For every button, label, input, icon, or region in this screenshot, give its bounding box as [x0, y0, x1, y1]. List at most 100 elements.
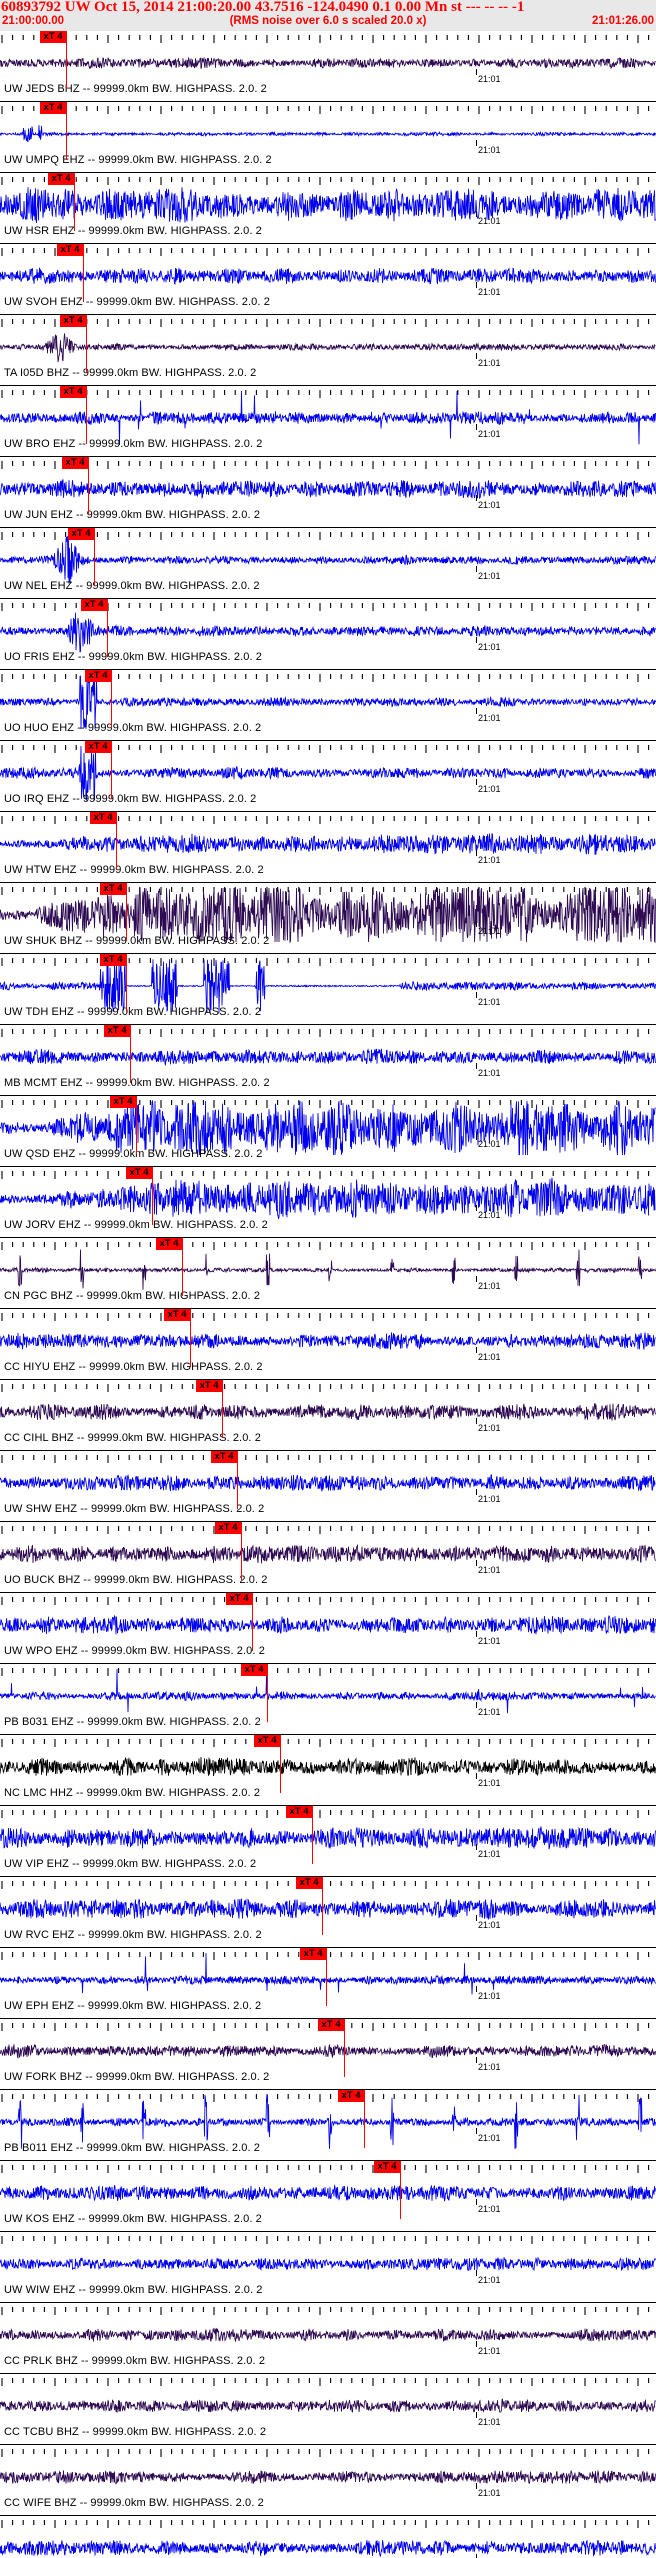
trace-row[interactable]: xT 4 21:01 UW FORK BHZ -- 99999.0km BW. HI…	[0, 2019, 656, 2090]
phase-marker[interactable]: xT 4	[374, 2161, 400, 2173]
trace-row[interactable]: 21:01 CC WIFE BHZ -- 99999.0km BW. HIGHPA…	[0, 2445, 656, 2516]
time-label: 21:01	[478, 1778, 501, 1788]
trace-row[interactable]: xT 4 21:01 NC LMC HHZ -- 99999.0km BW. HIG…	[0, 1735, 656, 1806]
phase-marker[interactable]: xT 4	[215, 1522, 241, 1534]
trace-row[interactable]: xT 4 21:01 TA I05D BHZ -- 99999.0km BW. HI…	[0, 315, 656, 386]
waveform	[0, 1952, 656, 2008]
time-axis-ticks	[0, 315, 656, 327]
row-separator	[0, 2160, 656, 2161]
time-tick	[476, 1276, 477, 1282]
phase-marker[interactable]: xT 4	[196, 1380, 222, 1392]
phase-marker[interactable]: xT 4	[286, 1806, 312, 1818]
phase-marker[interactable]: xT 4	[40, 31, 66, 43]
phase-marker[interactable]: xT 4	[104, 1025, 130, 1037]
trace-row[interactable]: xT 4 21:01 UW JEDS BHZ -- 99999.0km BW. HI…	[0, 31, 656, 102]
end-time-label: 21:01:26.00	[591, 15, 654, 27]
phase-marker[interactable]: xT 4	[48, 173, 74, 185]
trace-row[interactable]: xT 4 21:01 CC HIYU EHZ -- 99999.0km BW. HI…	[0, 1309, 656, 1380]
waveform	[0, 1455, 656, 1511]
trace-row[interactable]: xT 4 21:01 PB B011 EHZ -- 99999.0km BW. HI…	[0, 2090, 656, 2161]
trace-row[interactable]: xT 4 21:01 UO FRIS EHZ -- 99999.0km BW. HI…	[0, 599, 656, 670]
phase-marker[interactable]: xT 4	[62, 457, 88, 469]
phase-marker[interactable]: xT 4	[300, 1948, 326, 1960]
phase-marker[interactable]: xT 4	[60, 386, 86, 398]
trace-row[interactable]: xT 4 21:01 UW NEL EHZ -- 99999.0km BW. HIG…	[0, 528, 656, 599]
time-axis-ticks	[0, 1877, 656, 1889]
trace-row[interactable]: xT 4 21:01 UW HTW EHZ -- 99999.0km BW. HIG…	[0, 812, 656, 883]
phase-marker[interactable]: xT 4	[85, 741, 111, 753]
row-separator	[0, 1450, 656, 1451]
trace-row[interactable]: xT 4 21:01 UO BUCK BHZ -- 99999.0km BW. HI…	[0, 1522, 656, 1593]
phase-marker[interactable]: xT 4	[60, 315, 86, 327]
trace-row[interactable]: xT 4 21:01 UW JUN EHZ -- 99999.0km BW. HIG…	[0, 457, 656, 528]
phase-marker[interactable]: xT 4	[211, 1451, 237, 1463]
trace-row[interactable]: xT 4 21:01 UW BRO EHZ -- 99999.0km BW. HIG…	[0, 386, 656, 457]
phase-marker[interactable]: xT 4	[40, 102, 66, 114]
phase-marker-line	[182, 1238, 183, 1296]
trace-row[interactable]: xT 4 21:01 UW SHUK BHZ -- 99999.0km BW. HI…	[0, 883, 656, 954]
time-tick	[476, 2483, 477, 2489]
phase-marker[interactable]: xT 4	[318, 2019, 344, 2031]
phase-marker[interactable]: xT 4	[110, 1096, 136, 1108]
phase-marker[interactable]: xT 4	[81, 599, 107, 611]
phase-marker[interactable]: xT 4	[100, 954, 126, 966]
row-separator	[0, 314, 656, 315]
trace-row[interactable]: 21:01 CC PRLK BHZ -- 99999.0km BW. HIGHPA…	[0, 2303, 656, 2374]
trace-row[interactable]: xT 4 21:01 UO HUO EHZ -- 99999.0km BW. HIG…	[0, 670, 656, 741]
station-label: UW SVOH EHZ -- 99999.0km BW. HIGHPASS. 2…	[4, 296, 270, 308]
phase-marker-line	[152, 1167, 153, 1225]
trace-row[interactable]: xT 4 21:01 MB MCMT EHZ -- 99999.0km BW. HI…	[0, 1025, 656, 1096]
time-tick	[476, 1418, 477, 1424]
trace-row[interactable]: xT 4 21:01 UW JORV EHZ -- 99999.0km BW. HI…	[0, 1167, 656, 1238]
phase-marker[interactable]: xT 4	[338, 2090, 364, 2102]
waveform	[0, 2520, 656, 2558]
phase-marker-line	[252, 1593, 253, 1651]
row-separator	[0, 2302, 656, 2303]
phase-marker[interactable]: xT 4	[85, 670, 111, 682]
trace-row[interactable]: xT 4 21:01 UW SHW EHZ -- 99999.0km BW. HIG…	[0, 1451, 656, 1522]
phase-marker[interactable]: xT 4	[226, 1593, 252, 1605]
time-label: 21:01	[478, 1068, 501, 1078]
trace-row[interactable]: xT 4 21:01 UW WPO EHZ -- 99999.0km BW. HIG…	[0, 1593, 656, 1664]
trace-row[interactable]: xT 4 21:01 UW QSD EHZ -- 99999.0km BW. HIG…	[0, 1096, 656, 1167]
trace-row[interactable]: xT 4 21:01 UW KOS EHZ -- 99999.0km BW. HIG…	[0, 2161, 656, 2232]
phase-marker[interactable]: xT 4	[57, 244, 83, 256]
time-label: 21:01	[478, 500, 501, 510]
time-label: 21:01	[478, 1991, 501, 2001]
trace-row[interactable]: xT 4 21:01 UW HSR EHZ -- 99999.0km BW. HIG…	[0, 173, 656, 244]
waveform	[0, 2378, 656, 2434]
time-axis-ticks	[0, 457, 656, 469]
row-separator	[0, 598, 656, 599]
phase-marker[interactable]: xT 4	[156, 1238, 182, 1250]
trace-row[interactable]: xT 4 21:01 UW EPH EHZ -- 99999.0km BW. HIG…	[0, 1948, 656, 2019]
time-tick	[476, 1915, 477, 1921]
trace-row[interactable]: xT 4 21:01 PB B031 EHZ -- 99999.0km BW. HI…	[0, 1664, 656, 1735]
phase-marker[interactable]: xT 4	[296, 1877, 322, 1889]
phase-marker[interactable]: xT 4	[241, 1664, 267, 1676]
trace-row[interactable]: 21:01 CC TCBU BHZ -- 99999.0km BW. HIGHPA…	[0, 2374, 656, 2445]
waveform	[0, 1099, 656, 1156]
trace-row[interactable]: xT 4 21:01 UW UMPQ EHZ -- 99999.0km BW. HI…	[0, 102, 656, 173]
phase-marker[interactable]: xT 4	[254, 1735, 280, 1747]
trace-row[interactable]: xT 4 21:01 UO IRQ EHZ -- 99999.0km BW. HIG…	[0, 741, 656, 812]
trace-row[interactable]: xT 4 21:01 UW RVC EHZ -- 99999.0km BW. HIG…	[0, 1877, 656, 1948]
trace-row[interactable]: xT 4 21:01 CN PGC BHZ -- 99999.0km BW. HIG…	[0, 1238, 656, 1309]
phase-marker[interactable]: xT 4	[126, 1167, 152, 1179]
trace-row[interactable]: xT 4 21:01 UW SVOH EHZ -- 99999.0km BW. HI…	[0, 244, 656, 315]
time-tick	[476, 353, 477, 359]
phase-marker[interactable]: xT 4	[90, 812, 116, 824]
trace-row[interactable]: xT 4 21:01 UW TDH EHZ -- 99999.0km BW. HIG…	[0, 954, 656, 1025]
station-label: UW KOS EHZ -- 99999.0km BW. HIGHPASS. 2.…	[4, 2213, 262, 2225]
trace-row[interactable]: xT 4 21:01 UW VIP EHZ -- 99999.0km BW. HIG…	[0, 1806, 656, 1877]
phase-marker-line	[312, 1806, 313, 1864]
time-tick	[476, 1489, 477, 1495]
trace-row[interactable]: xT 4 21:01 CC CIHL BHZ -- 99999.0km BW. HI…	[0, 1380, 656, 1451]
phase-marker[interactable]: xT 4	[100, 883, 126, 895]
phase-marker[interactable]: xT 4	[164, 1309, 190, 1321]
phase-marker[interactable]: xT 4	[68, 528, 94, 540]
trace-row[interactable]: 21:01 UW WIW EHZ -- 99999.0km BW. HIGHPAS…	[0, 2232, 656, 2303]
time-axis-ticks	[0, 2232, 656, 2244]
phase-marker-line	[126, 954, 127, 1012]
